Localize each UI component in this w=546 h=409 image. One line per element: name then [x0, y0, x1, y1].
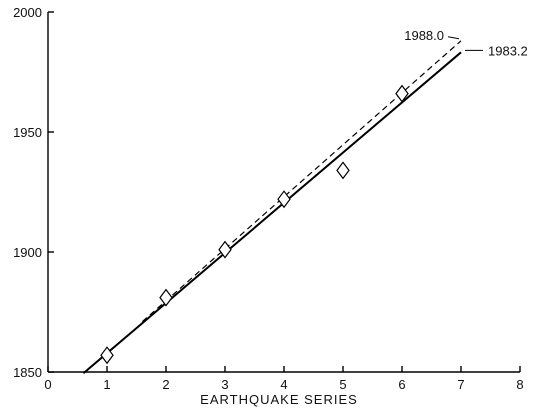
- data-point-5: [336, 161, 350, 180]
- axes: 0 1 2 3 4 5 6 7 8 1850 1900 1950 2000: [13, 5, 524, 392]
- data-point-3: [218, 240, 232, 259]
- x-tick-label-5: 5: [339, 377, 346, 392]
- x-axis-title: EARTHQUAKE SERIES: [200, 392, 358, 407]
- fit-lines: [82, 40, 462, 374]
- x-tick-label-7: 7: [457, 377, 464, 392]
- x-tick-label-1: 1: [103, 377, 110, 392]
- x-tick-label-0: 0: [44, 377, 51, 392]
- dashed-line-leader: [447, 36, 460, 40]
- x-tick-label-2: 2: [162, 377, 169, 392]
- dashed-fit-line: [142, 40, 462, 323]
- data-points: [100, 84, 409, 365]
- dashed-line-end-label: 1988.0: [404, 28, 444, 43]
- data-point-4: [277, 190, 291, 209]
- x-tick-label-6: 6: [398, 377, 405, 392]
- annotations: 1983.2 1988.0: [404, 28, 528, 59]
- x-tick-label-4: 4: [280, 377, 287, 392]
- y-tick-label-1950: 1950: [13, 125, 42, 140]
- data-point-2: [159, 288, 173, 307]
- y-tick-label-1900: 1900: [13, 245, 42, 260]
- solid-line-end-label: 1983.2: [488, 43, 528, 58]
- data-point-1: [100, 346, 114, 365]
- y-tick-label-2000: 2000: [13, 5, 42, 20]
- solid-fit-line: [82, 51, 462, 374]
- x-tick-label-8: 8: [516, 377, 523, 392]
- data-point-6: [395, 84, 409, 103]
- x-tick-label-3: 3: [221, 377, 228, 392]
- y-tick-label-1850: 1850: [13, 365, 42, 380]
